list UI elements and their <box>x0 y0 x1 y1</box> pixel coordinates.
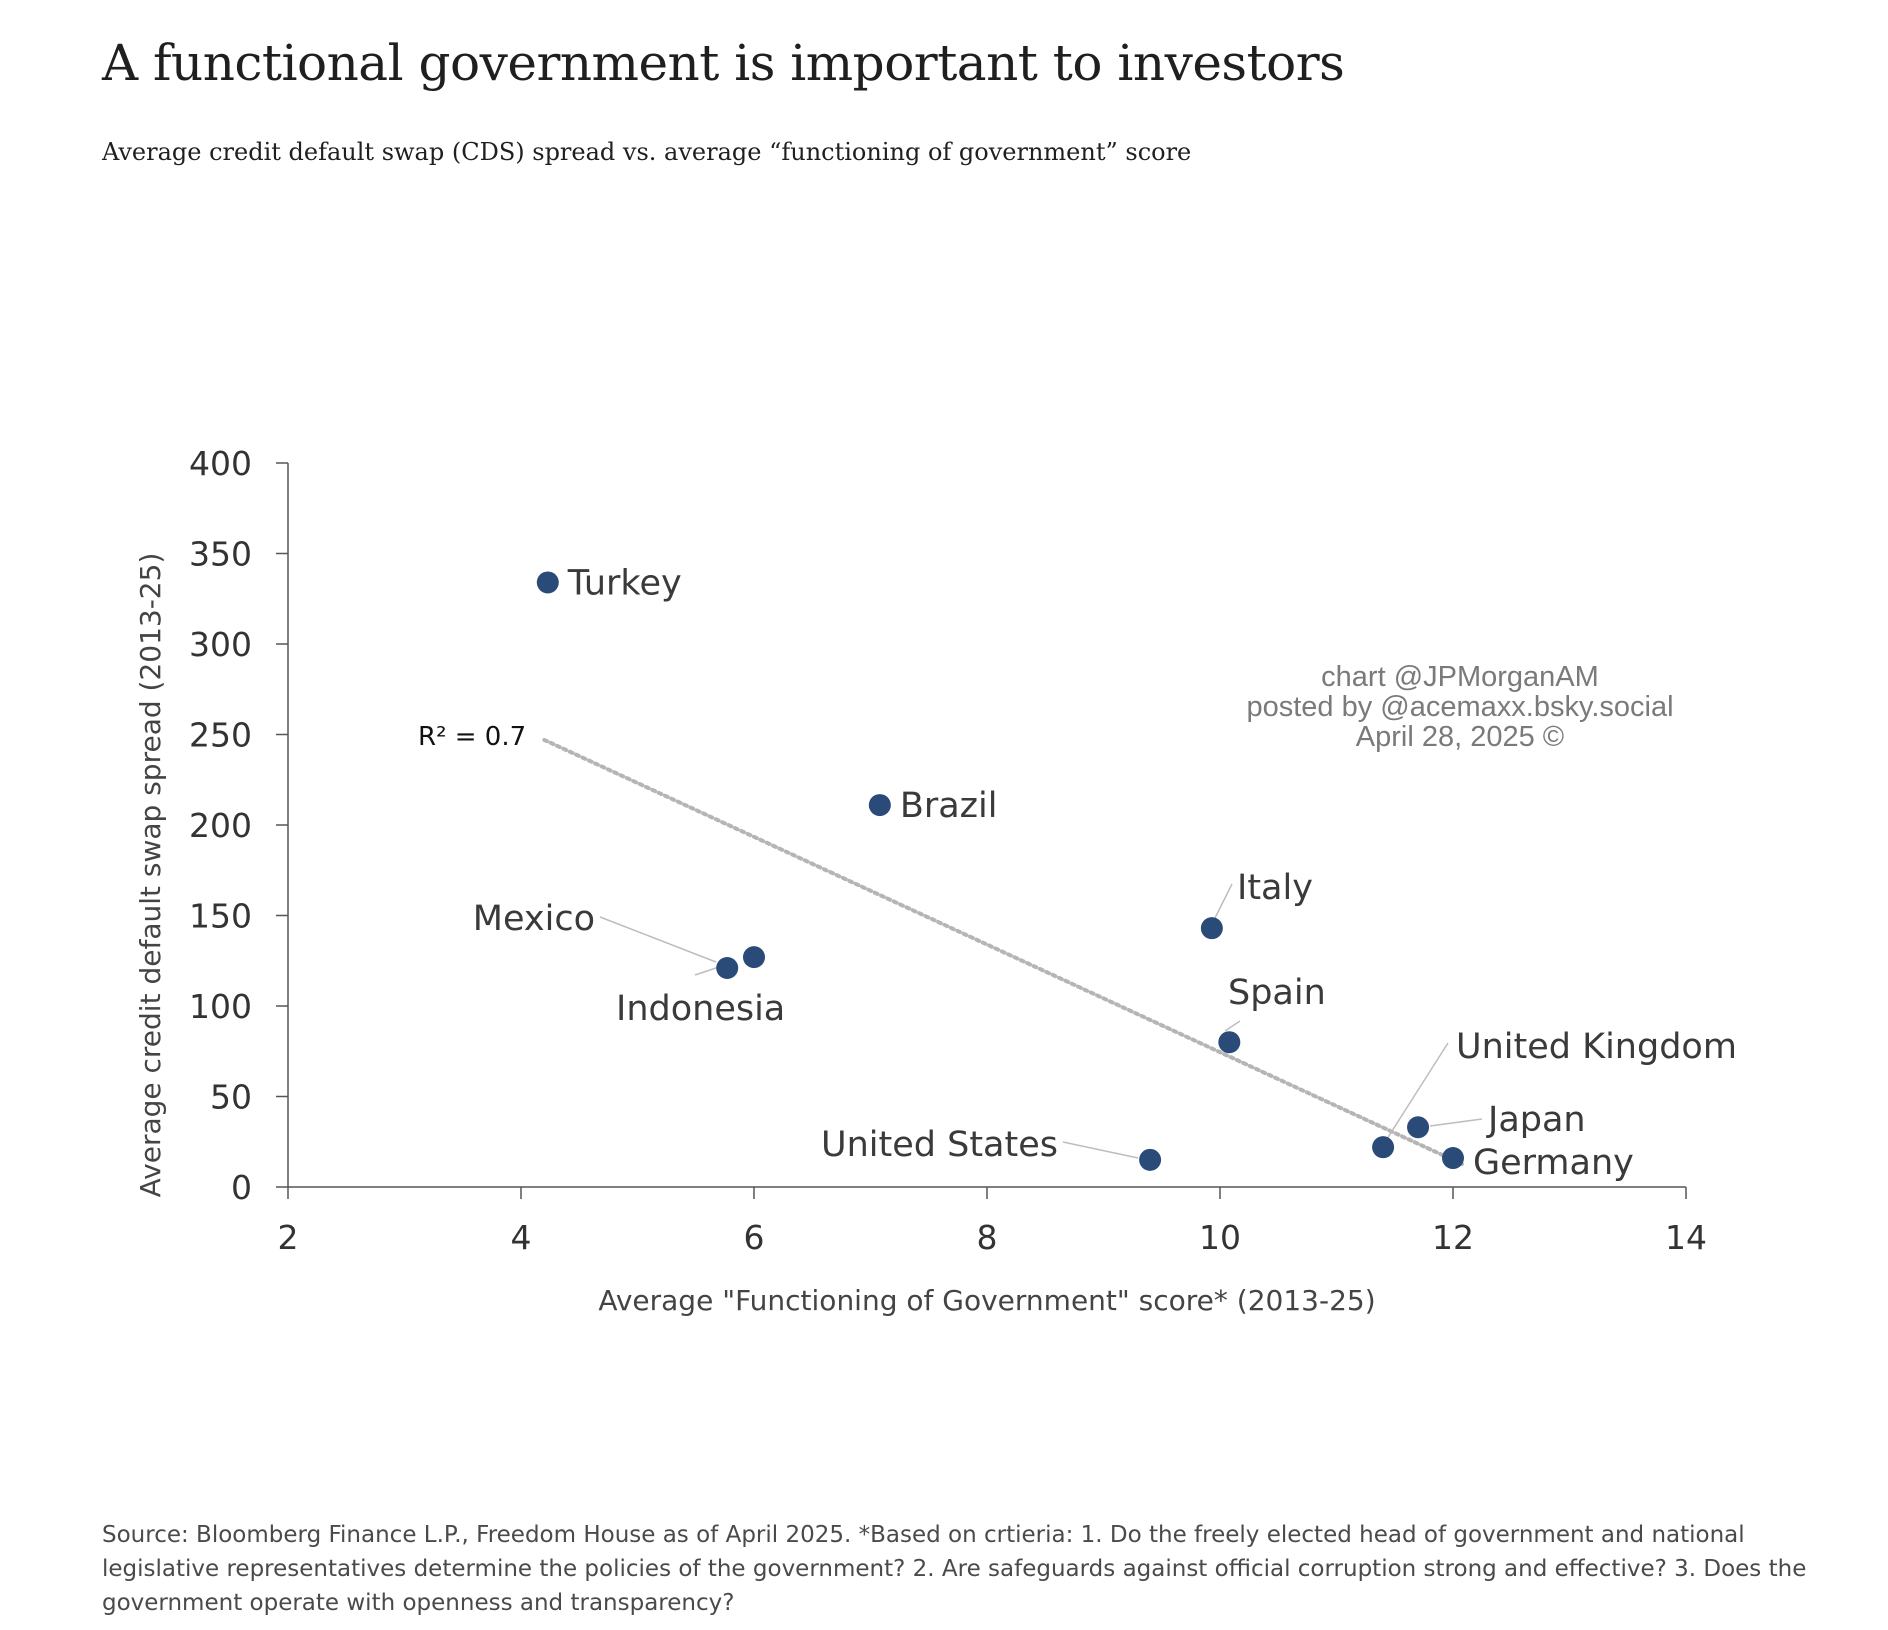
data-label-spain: Spain <box>1228 973 1326 1013</box>
x-tick-label: 6 <box>744 1218 765 1257</box>
y-tick-label: 50 <box>210 1078 252 1117</box>
data-point-turkey <box>536 571 559 594</box>
data-point-united-kingdom <box>1372 1136 1395 1159</box>
data-point-italy <box>1200 917 1223 940</box>
data-label-united-states: United States <box>821 1125 1058 1165</box>
source-note: Source: Bloomberg Finance L.P., Freedom … <box>102 1522 1807 1616</box>
watermark-line-1: chart @JPMorganAM <box>1321 661 1599 693</box>
data-label-united-kingdom: United Kingdom <box>1456 1027 1737 1067</box>
x-tick-label: 4 <box>511 1218 532 1257</box>
x-tick-label: 2 <box>278 1218 299 1257</box>
leader-line-spain <box>1224 1020 1241 1032</box>
y-tick-label: 400 <box>189 444 252 483</box>
data-point-japan <box>1407 1116 1430 1139</box>
data-point-mexico <box>743 946 765 969</box>
chart-subtitle: Average credit default swap (CDS) spread… <box>102 138 1192 166</box>
trendline <box>542 737 1467 1168</box>
leader-lines <box>599 883 1483 1159</box>
leader-line-united-states <box>1062 1141 1139 1159</box>
x-axis-title: Average "Functioning of Government" scor… <box>598 1284 1375 1317</box>
y-tick-label: 150 <box>189 897 252 936</box>
watermark-line-2: posted by @acemaxx.bsky.social <box>1246 691 1674 723</box>
y-tick-label: 0 <box>231 1168 252 1207</box>
y-axis-title: Average credit default swap spread (2013… <box>134 553 167 1198</box>
data-point-indonesia <box>716 956 739 979</box>
data-point-germany <box>1442 1147 1464 1170</box>
data-label-germany: Germany <box>1473 1143 1634 1183</box>
y-tick-label: 300 <box>189 625 252 664</box>
data-label-italy: Italy <box>1237 868 1313 908</box>
chart-title: A functional government is important to … <box>102 34 1345 92</box>
leader-line-united-kingdom <box>1384 1042 1449 1143</box>
r-squared-label: R² = 0.7 <box>418 722 526 752</box>
data-label-turkey: Turkey <box>567 563 682 603</box>
x-tick-label: 10 <box>1199 1218 1241 1257</box>
trendline-group: R² = 0.7 <box>418 722 1467 1168</box>
x-tick-label: 12 <box>1432 1218 1474 1257</box>
y-tick-label: 250 <box>189 716 252 755</box>
data-label-brazil: Brazil <box>900 786 998 826</box>
data-label-indonesia: Indonesia <box>616 989 785 1029</box>
y-tick-label: 100 <box>189 987 252 1026</box>
watermark-line-3: April 28, 2025 © <box>1355 721 1565 753</box>
data-point-spain <box>1218 1031 1241 1054</box>
data-point-united-states <box>1139 1148 1162 1171</box>
y-tick-label: 200 <box>189 806 252 845</box>
watermark: chart @JPMorganAM posted by @acemaxx.bsk… <box>1200 662 1720 752</box>
data-label-mexico: Mexico <box>473 899 595 939</box>
data-points <box>536 571 1464 1171</box>
x-tick-label: 8 <box>977 1218 998 1257</box>
point-labels: Turkey Brazil Mexico Indonesia Italy Spain Uni… <box>473 563 1737 1183</box>
data-point-brazil <box>868 794 891 817</box>
leader-line-mexico <box>599 916 717 963</box>
leader-line-japan <box>1429 1118 1483 1127</box>
y-tick-label: 350 <box>189 535 252 574</box>
x-tick-label: 14 <box>1665 1218 1707 1257</box>
leader-line-italy <box>1214 883 1233 919</box>
data-label-japan: Japan <box>1486 1100 1586 1140</box>
axes: 0 50 100 150 200 250 300 350 400 2 4 6 8 10 12 14 Averag… <box>134 444 1707 1317</box>
